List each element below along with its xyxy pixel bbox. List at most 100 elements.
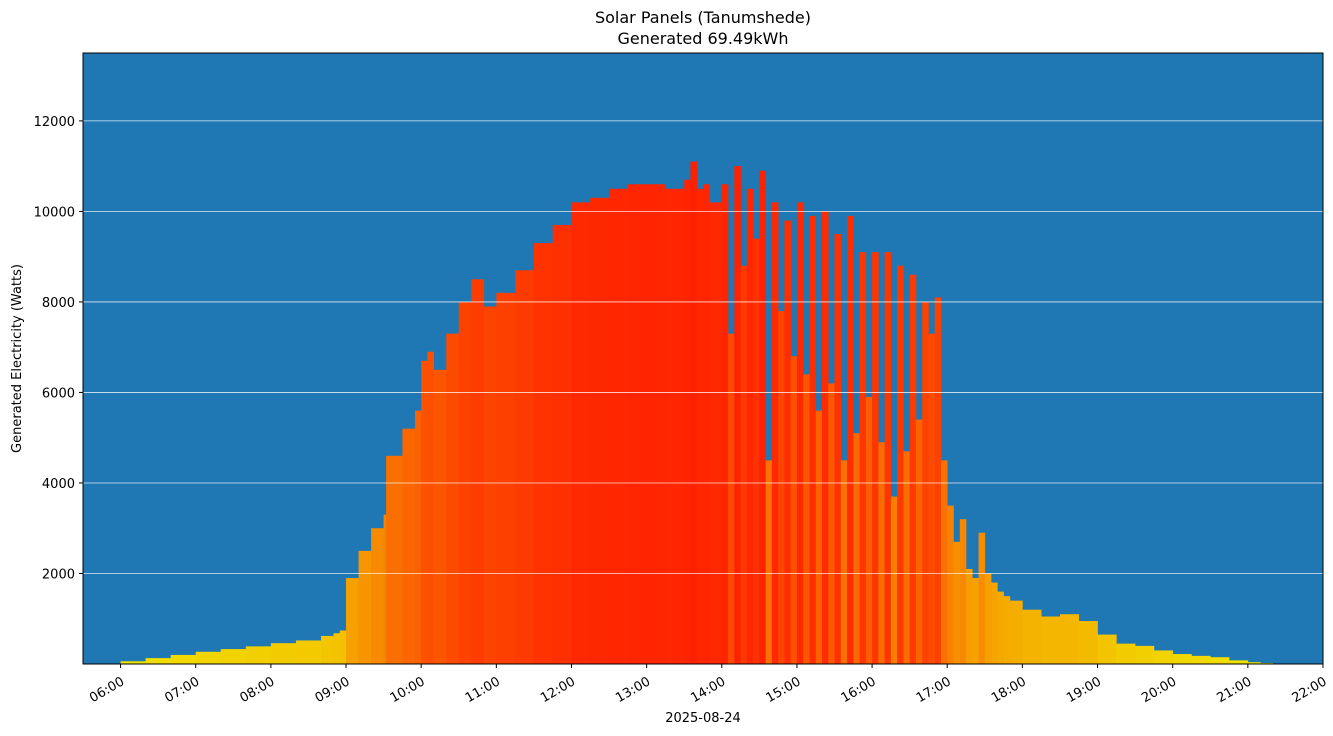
bar-16:00 <box>872 252 879 664</box>
bar-16:45 <box>928 333 936 664</box>
x-tick-label: 12:00 <box>538 674 578 706</box>
bar-14:35 <box>765 460 773 664</box>
x-tick-label: 09:00 <box>313 674 353 706</box>
bar-06:20 <box>145 658 171 664</box>
x-tick-label: 17:00 <box>914 674 954 706</box>
bar-14:55 <box>790 356 798 664</box>
bar-13:35 <box>690 161 698 664</box>
bar-11:30 <box>533 243 553 665</box>
bar-16:55 <box>940 460 948 664</box>
bar-19:15 <box>1116 643 1136 664</box>
x-axis: 06:00 07:00 08:00 09:00 10:00 11:00 12:00 13:00… <box>87 664 1330 706</box>
bar-15:05 <box>803 374 810 664</box>
bar-19:00 <box>1097 634 1117 664</box>
bar-14:50 <box>784 220 791 664</box>
bar-14:00 <box>721 184 729 665</box>
bar-15:45 <box>853 433 860 664</box>
bar-14:10 <box>734 166 741 665</box>
bar-10:10 <box>433 369 447 664</box>
bar-11:00 <box>496 292 516 664</box>
bar-08:55 <box>339 630 347 664</box>
x-tick-label: 15:00 <box>764 674 804 706</box>
y-tick-label: 2000 <box>42 567 75 582</box>
x-tick-label: 20:00 <box>1139 674 1179 706</box>
bar-18:15 <box>1041 616 1061 664</box>
bar-14:20 <box>746 188 754 664</box>
bar-15:35 <box>840 460 848 664</box>
x-tick-label: 07:00 <box>162 674 202 706</box>
bar-08:00 <box>270 643 297 664</box>
bar-08:20 <box>295 640 322 664</box>
bar-10:20 <box>446 333 460 664</box>
bar-08:40 <box>320 635 334 664</box>
bar-09:30 <box>383 514 387 664</box>
bar-10:05 <box>427 351 435 664</box>
bar-09:20 <box>371 528 384 664</box>
y-axis: 2000 4000 6000 8000 10000 12000 <box>34 115 83 582</box>
bar-14:25 <box>753 238 760 664</box>
bar-15:00 <box>796 202 804 664</box>
bar-13:50 <box>709 202 723 664</box>
x-tick-label: 16:00 <box>839 674 879 706</box>
bar-17:40 <box>997 591 1004 664</box>
x-tick-label: 18:00 <box>989 674 1029 706</box>
bar-17:00 <box>947 505 954 664</box>
bar-10:40 <box>471 279 485 664</box>
bar-16:20 <box>897 265 904 664</box>
bar-17:20 <box>972 578 979 664</box>
bar-15:55 <box>865 396 873 664</box>
bar-16:35 <box>915 419 923 664</box>
gridlines <box>83 120 1323 574</box>
bar-15:30 <box>834 234 842 664</box>
bar-11:45 <box>552 224 572 665</box>
bar-09:55 <box>414 410 422 664</box>
bar-20:15 <box>1191 655 1211 664</box>
bar-15:25 <box>828 383 835 664</box>
bar-14:30 <box>759 170 766 664</box>
bar-16:50 <box>934 297 942 664</box>
bar-10:50 <box>483 306 497 664</box>
x-tick-label: 19:00 <box>1064 674 1104 706</box>
y-tick-label: 10000 <box>34 205 75 220</box>
bar-17:45 <box>1003 596 1011 664</box>
y-tick-label: 4000 <box>42 477 75 492</box>
bar-13:15 <box>665 188 685 664</box>
bar-14:15 <box>740 265 748 664</box>
bar-12:45 <box>627 184 647 665</box>
bar-15:20 <box>821 211 829 664</box>
bar-14:45 <box>778 310 785 664</box>
x-tick-label: 11:00 <box>463 674 503 706</box>
bar-19:45 <box>1153 650 1173 664</box>
y-tick-label: 12000 <box>34 115 75 130</box>
x-tick-label: 10:00 <box>388 674 428 706</box>
bar-08:50 <box>333 633 341 664</box>
bar-18:30 <box>1059 614 1080 664</box>
bar-06:40 <box>170 654 197 664</box>
bar-13:00 <box>646 184 666 665</box>
bar-09:00 <box>346 578 359 664</box>
plot-frame <box>82 52 1324 665</box>
bar-16:05 <box>878 442 885 664</box>
bar-17:05 <box>953 541 961 664</box>
x-axis-label: 2025-08-24 <box>665 711 741 726</box>
bar-15:10 <box>809 215 817 664</box>
bar-12:30 <box>609 188 629 664</box>
x-tick-label: 13:00 <box>613 674 653 706</box>
bar-21:00 <box>1247 662 1261 664</box>
bar-13:40 <box>696 188 704 664</box>
bar-16:10 <box>884 252 892 664</box>
bar-13:45 <box>703 184 710 665</box>
bar-17:35 <box>991 582 998 664</box>
bar-15:15 <box>815 410 823 664</box>
bar-17:50 <box>1009 600 1023 664</box>
bar-19:30 <box>1135 645 1155 664</box>
bar-17:30 <box>984 573 992 664</box>
bar-10:00 <box>421 360 428 664</box>
bar-20:00 <box>1172 654 1192 664</box>
x-tick-label: 21:00 <box>1214 674 1254 706</box>
bar-14:40 <box>771 202 779 664</box>
bar-09:45 <box>402 428 416 664</box>
bar-17:25 <box>978 532 986 664</box>
bar-series <box>120 161 1274 665</box>
